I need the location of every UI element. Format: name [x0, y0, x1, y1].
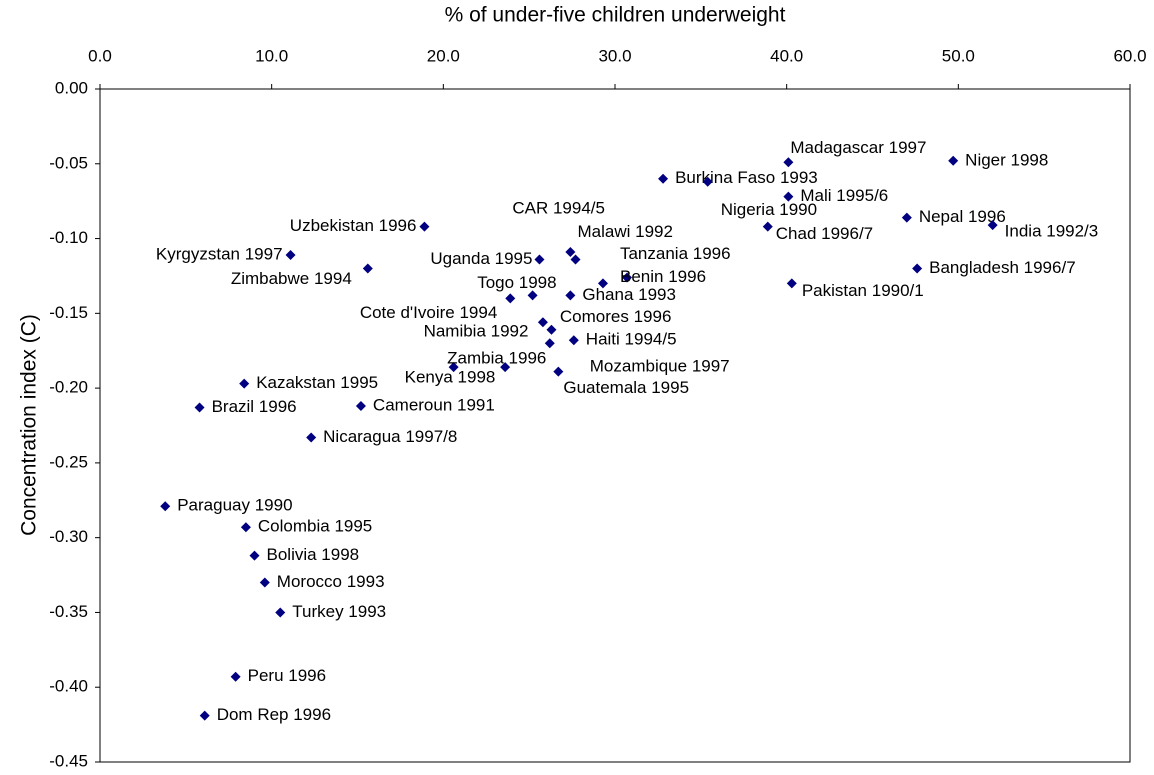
point: [505, 293, 516, 304]
point: [199, 710, 210, 721]
point: [537, 317, 548, 328]
y-axis-title: Concentration index (C): [18, 314, 41, 536]
point-label: Chad 1996/7: [776, 224, 873, 243]
x-tick-label: 0.0: [88, 46, 112, 65]
point-label: Kyrgyzstan 1997: [156, 244, 283, 263]
point: [259, 577, 270, 588]
x-tick-label: 20.0: [427, 46, 460, 65]
point-label: Guatemala 1995: [563, 378, 689, 397]
point-label: Uzbekistan 1996: [290, 216, 417, 235]
y-tick-label: -0.45: [49, 751, 88, 770]
point-label: Mozambique 1997: [590, 357, 730, 376]
point-label: Benin 1996: [620, 267, 706, 286]
point-label: Cote d'Ivoire 1994: [360, 303, 497, 322]
point-label: Niger 1998: [965, 150, 1048, 169]
point: [553, 366, 564, 377]
point: [362, 263, 373, 274]
point-label: Brazil 1996: [212, 397, 297, 416]
y-tick-label: -0.40: [49, 677, 88, 696]
point: [901, 212, 912, 223]
point-label: Malawi 1992: [578, 222, 673, 241]
point-label: Tanzania 1996: [620, 244, 731, 263]
x-tick-label: 50.0: [942, 46, 975, 65]
y-tick-label: 0.00: [55, 78, 88, 97]
point: [786, 278, 797, 289]
point: [240, 522, 251, 533]
point-label: Uganda 1995: [430, 249, 532, 268]
point-label: Cameroun 1991: [373, 396, 495, 415]
point-label: Kazakstan 1995: [256, 373, 378, 392]
y-tick-label: -0.10: [49, 228, 88, 247]
point: [419, 221, 430, 232]
point: [239, 378, 250, 389]
point-label: Peru 1996: [248, 666, 326, 685]
x-axis-title: % of under-five children underweight: [445, 4, 786, 27]
point-label: Colombia 1995: [258, 517, 372, 536]
point: [570, 254, 581, 265]
point: [544, 338, 555, 349]
y-tick-label: -0.20: [49, 378, 88, 397]
point: [534, 254, 545, 265]
point-label: Pakistan 1990/1: [802, 281, 924, 300]
point-label: Mali 1995/6: [800, 186, 888, 205]
point: [568, 335, 579, 346]
point: [249, 550, 260, 561]
point: [783, 191, 794, 202]
y-tick-label: -0.25: [49, 452, 88, 471]
point: [230, 671, 241, 682]
point: [948, 155, 959, 166]
point: [448, 362, 459, 373]
point-label: Haiti 1994/5: [586, 330, 677, 349]
y-tick-label: -0.35: [49, 602, 88, 621]
y-tick-label: -0.05: [49, 153, 88, 172]
point-label: Zimbabwe 1994: [231, 269, 352, 288]
point: [306, 432, 317, 443]
point-label: Togo 1998: [477, 273, 556, 292]
point-label: India 1992/3: [1005, 222, 1099, 241]
y-tick-label: -0.30: [49, 527, 88, 546]
point: [912, 263, 923, 274]
point-label: Zambia 1996: [447, 349, 546, 368]
point-label: Morocco 1993: [277, 572, 385, 591]
x-tick-label: 10.0: [255, 46, 288, 65]
point: [546, 324, 557, 335]
point: [762, 221, 773, 232]
point-label: Nicaragua 1997/8: [323, 427, 457, 446]
point-label: Kenya 1998: [405, 368, 496, 387]
point-label: Nepal 1996: [919, 207, 1006, 226]
point-label: Turkey 1993: [292, 602, 386, 621]
point: [597, 278, 608, 289]
point-label: Madagascar 1997: [790, 138, 926, 157]
plot-area: [99, 88, 1131, 763]
point-label: Nigeria 1990: [721, 200, 817, 219]
x-tick-label: 40.0: [770, 46, 803, 65]
x-tick-label: 60.0: [1113, 46, 1146, 65]
point-label: Burkina Faso 1993: [675, 168, 818, 187]
point: [783, 157, 794, 168]
point-label: Dom Rep 1996: [217, 705, 331, 724]
point: [702, 176, 713, 187]
point-label: Comores 1996: [560, 307, 672, 326]
point: [160, 501, 171, 512]
point-label: Bolivia 1998: [267, 545, 360, 564]
point: [527, 290, 538, 301]
point-label: Ghana 1993: [582, 285, 676, 304]
point: [500, 362, 511, 373]
point: [658, 173, 669, 184]
point: [987, 220, 998, 231]
point: [622, 272, 633, 283]
point-label: Bangladesh 1996/7: [929, 258, 1076, 277]
x-tick-label: 30.0: [598, 46, 631, 65]
y-tick-label: -0.15: [49, 303, 88, 322]
point: [285, 250, 296, 261]
point-label: Namibia 1992: [424, 321, 529, 340]
point-label: CAR 1994/5: [512, 198, 605, 217]
point: [194, 402, 205, 413]
point-label: Paraguay 1990: [177, 496, 292, 515]
point: [355, 401, 366, 412]
point: [565, 290, 576, 301]
point: [275, 607, 286, 618]
point: [565, 247, 576, 258]
